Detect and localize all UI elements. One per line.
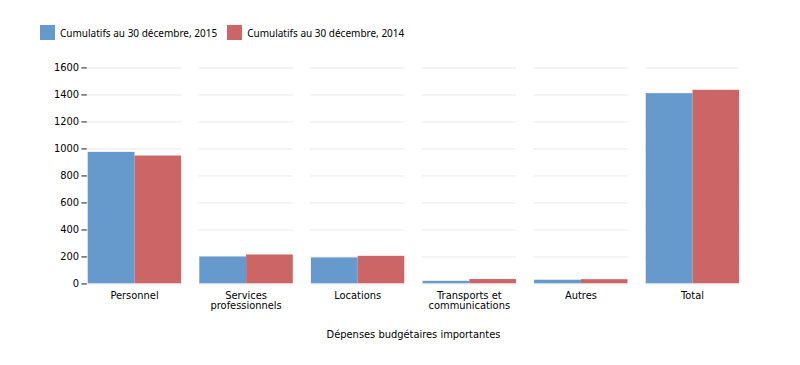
svg-text:200: 200 <box>60 251 79 262</box>
svg-text:Dépenses budgétaires important: Dépenses budgétaires importantes <box>327 329 501 340</box>
svg-text:800: 800 <box>60 170 79 181</box>
svg-text:1000: 1000 <box>54 143 79 154</box>
svg-text:Transports etcommunications: Transports etcommunications <box>429 290 511 311</box>
svg-text:400: 400 <box>60 224 79 235</box>
svg-text:Locations: Locations <box>334 290 381 301</box>
svg-text:1600: 1600 <box>54 62 79 73</box>
svg-text:1400: 1400 <box>54 89 79 100</box>
svg-text:0: 0 <box>73 278 79 289</box>
svg-text:Total: Total <box>680 290 704 301</box>
svg-text:1200: 1200 <box>54 116 79 127</box>
html-text:Cumulatifs au 30 décembre, 201: Cumulatifs au 30 décembre, 2014 <box>247 25 405 40</box>
svg-text:Personnel: Personnel <box>110 290 158 301</box>
svg-text:600: 600 <box>60 197 79 208</box>
svg-text:Autres: Autres <box>565 290 597 301</box>
html-text:Cumulatifs au 30 décembre, 201: Cumulatifs au 30 décembre, 2015 <box>60 25 218 40</box>
svg-text:Servicesprofessionnels: Servicesprofessionnels <box>210 290 281 311</box>
